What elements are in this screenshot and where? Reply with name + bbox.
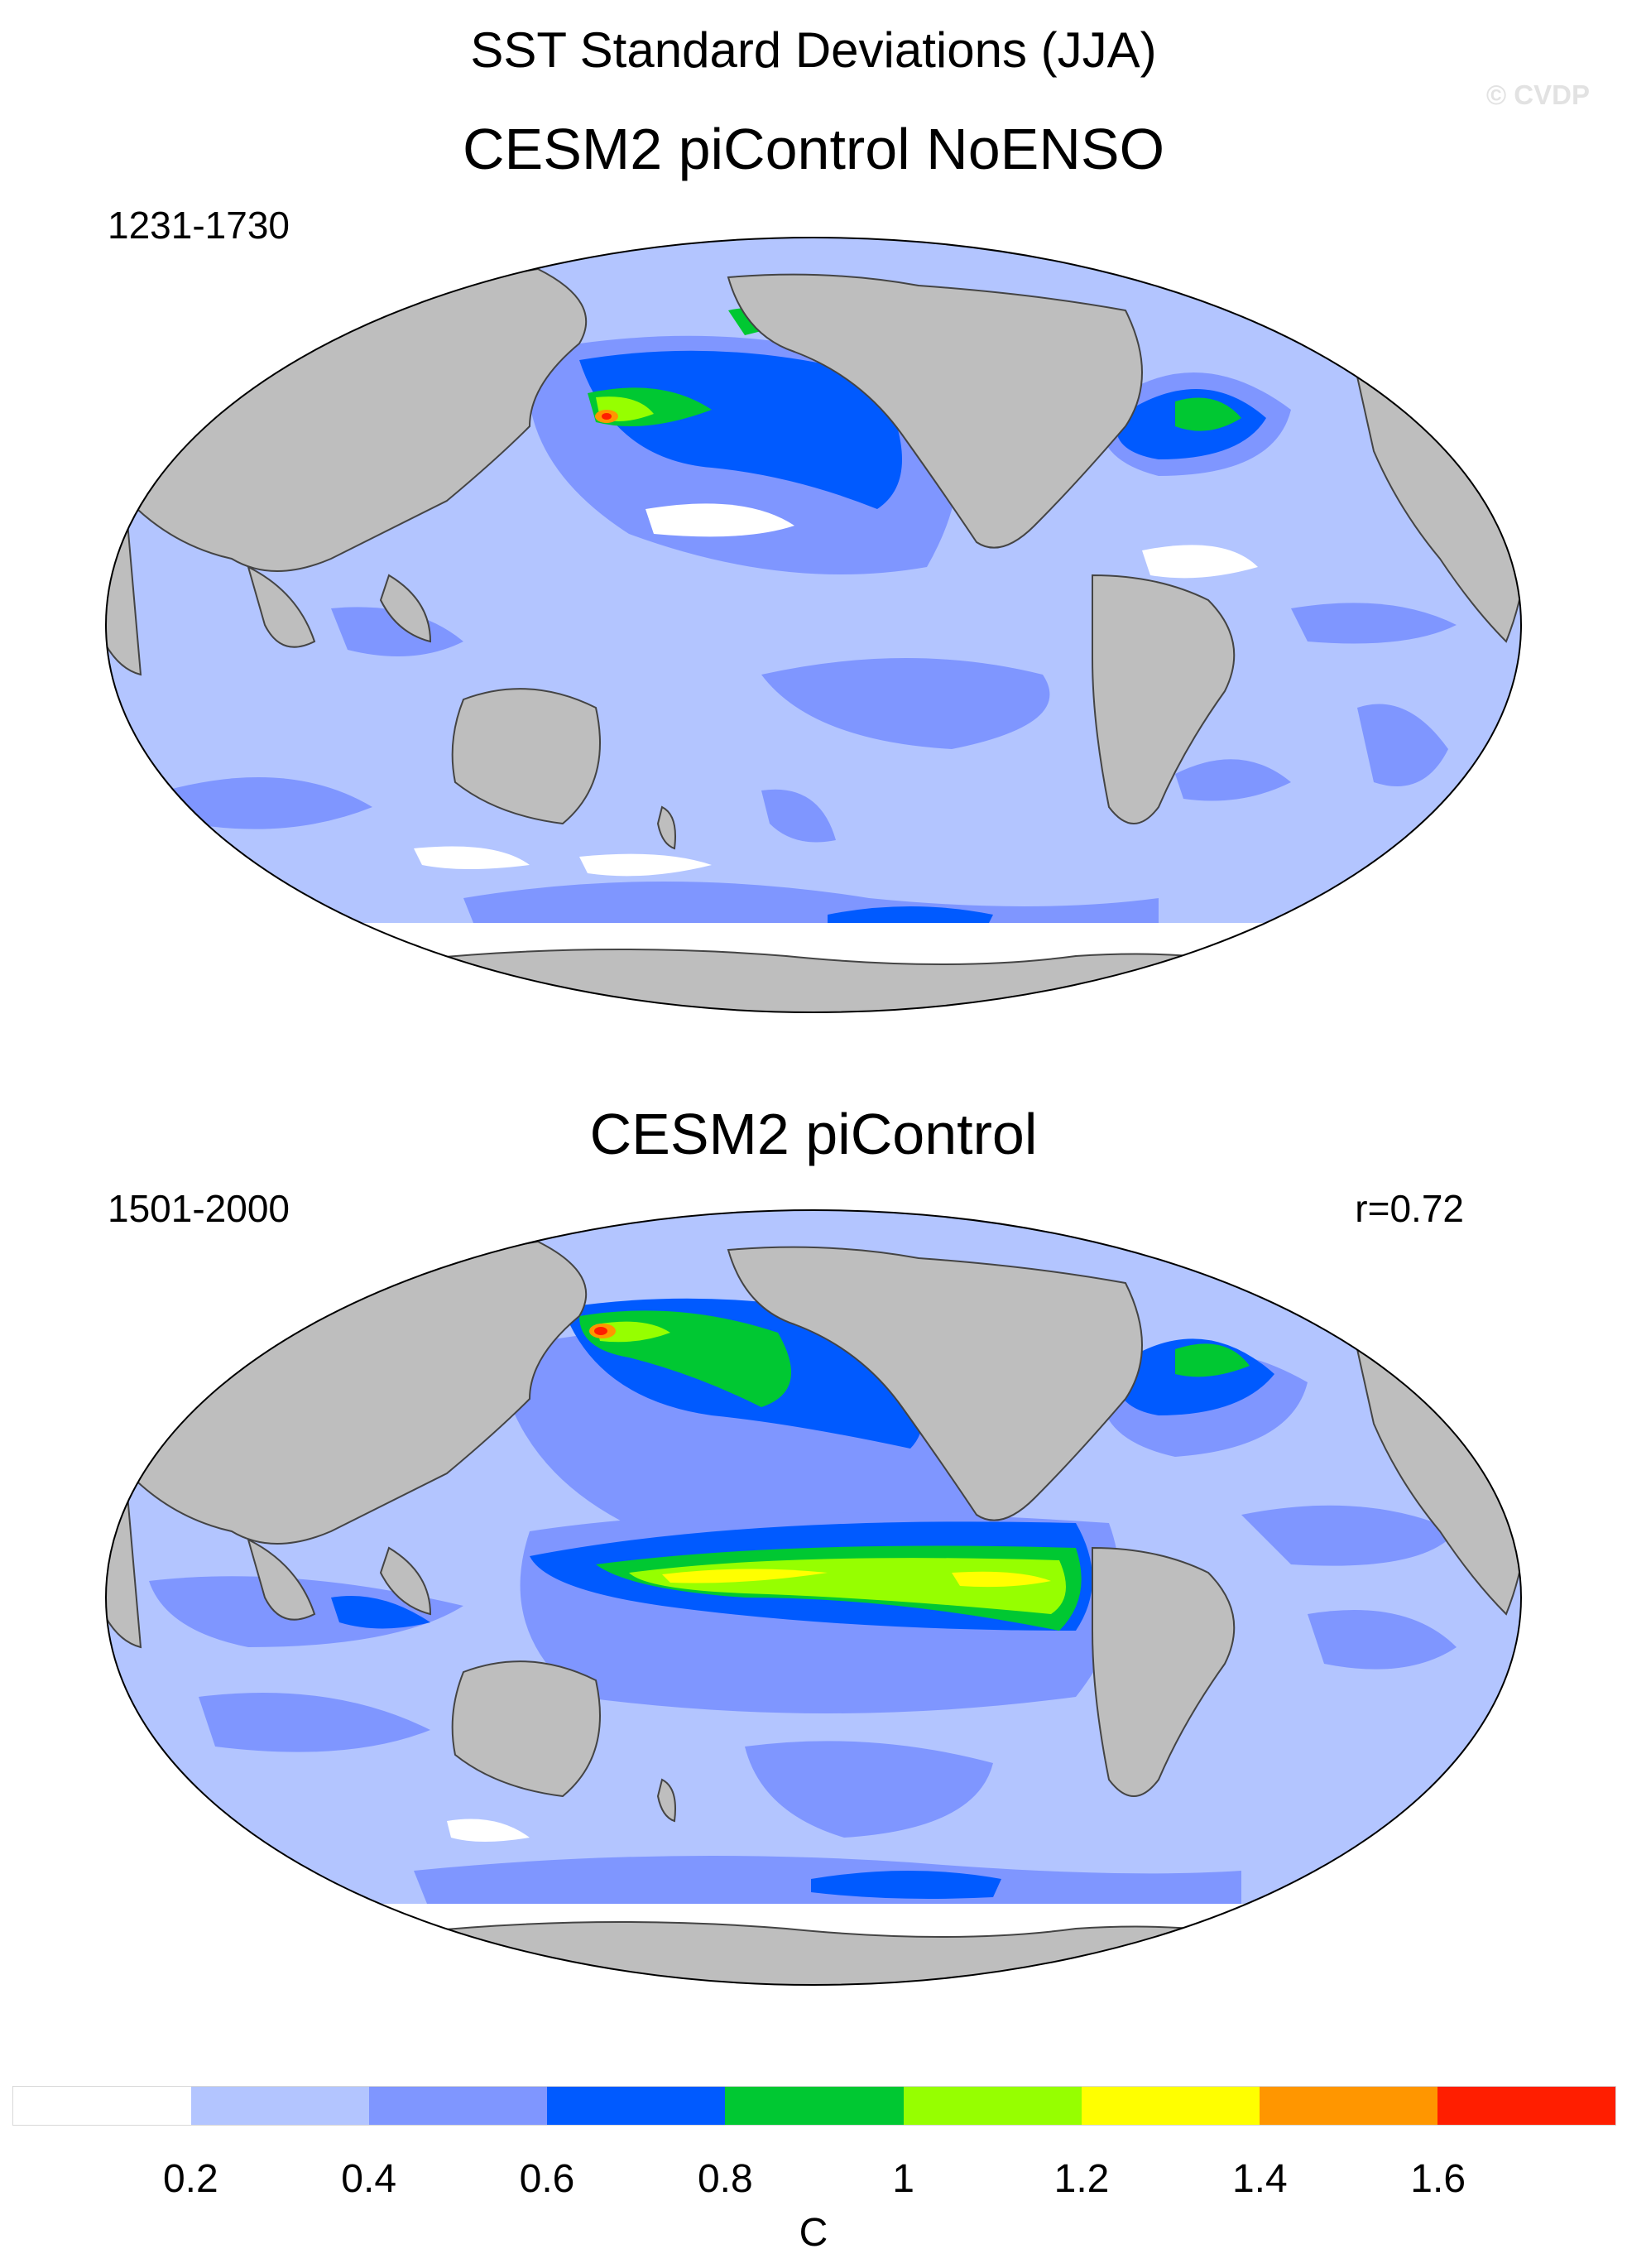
colorbar-box-6 [1081, 2087, 1260, 2125]
colorbar-box-7 [1259, 2087, 1437, 2125]
colorbar-tick-label: 0.6 [519, 2157, 575, 2201]
panel-1-title: CESM2 piControl NoENSO [462, 117, 1165, 181]
colorbar-tick-label: 0.8 [697, 2157, 753, 2201]
colorbar-box-8 [1437, 2087, 1615, 2125]
colorbar-unit: C [799, 2211, 828, 2255]
colorbar-tick-label: 1 [892, 2157, 915, 2201]
panel-2-title: CESM2 piControl [589, 1102, 1038, 1166]
map-outline [105, 237, 1522, 1013]
copyright-watermark: © CVDP [1485, 79, 1590, 110]
panel-2-map [105, 1209, 1522, 1986]
colorbar-box-3 [547, 2087, 726, 2125]
colorbar-tick-label: 1.2 [1053, 2157, 1110, 2201]
colorbar-box-0 [13, 2087, 192, 2125]
land [106, 238, 1521, 1012]
pattern-correlation: r=0.72 [1355, 1187, 1464, 1230]
colorbar [12, 2086, 1616, 2126]
colorbar-tick-label: 0.4 [341, 2157, 397, 2201]
map-outline [105, 1209, 1522, 1986]
colorbar-tick-label: 1.6 [1410, 2157, 1466, 2201]
panel-2-period: 1501-2000 [108, 1187, 290, 1230]
colorbar-tick-label: 0.2 [162, 2157, 218, 2201]
colorbar-box-2 [369, 2087, 548, 2125]
panel-1-map [105, 237, 1522, 1013]
sst-band-peak [595, 410, 618, 423]
panel-1-period: 1231-1730 [108, 204, 290, 247]
colorbar-box-5 [903, 2087, 1082, 2125]
colorbar-box-1 [191, 2087, 370, 2125]
colorbar-box-4 [725, 2087, 904, 2125]
colorbar-tick-label: 1.4 [1231, 2157, 1288, 2201]
figure-title: SST Standard Deviations (JJA) [470, 22, 1157, 78]
